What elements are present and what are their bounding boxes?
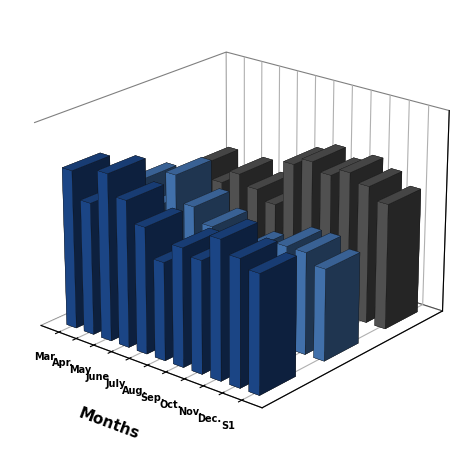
X-axis label: Months: Months	[76, 406, 141, 442]
